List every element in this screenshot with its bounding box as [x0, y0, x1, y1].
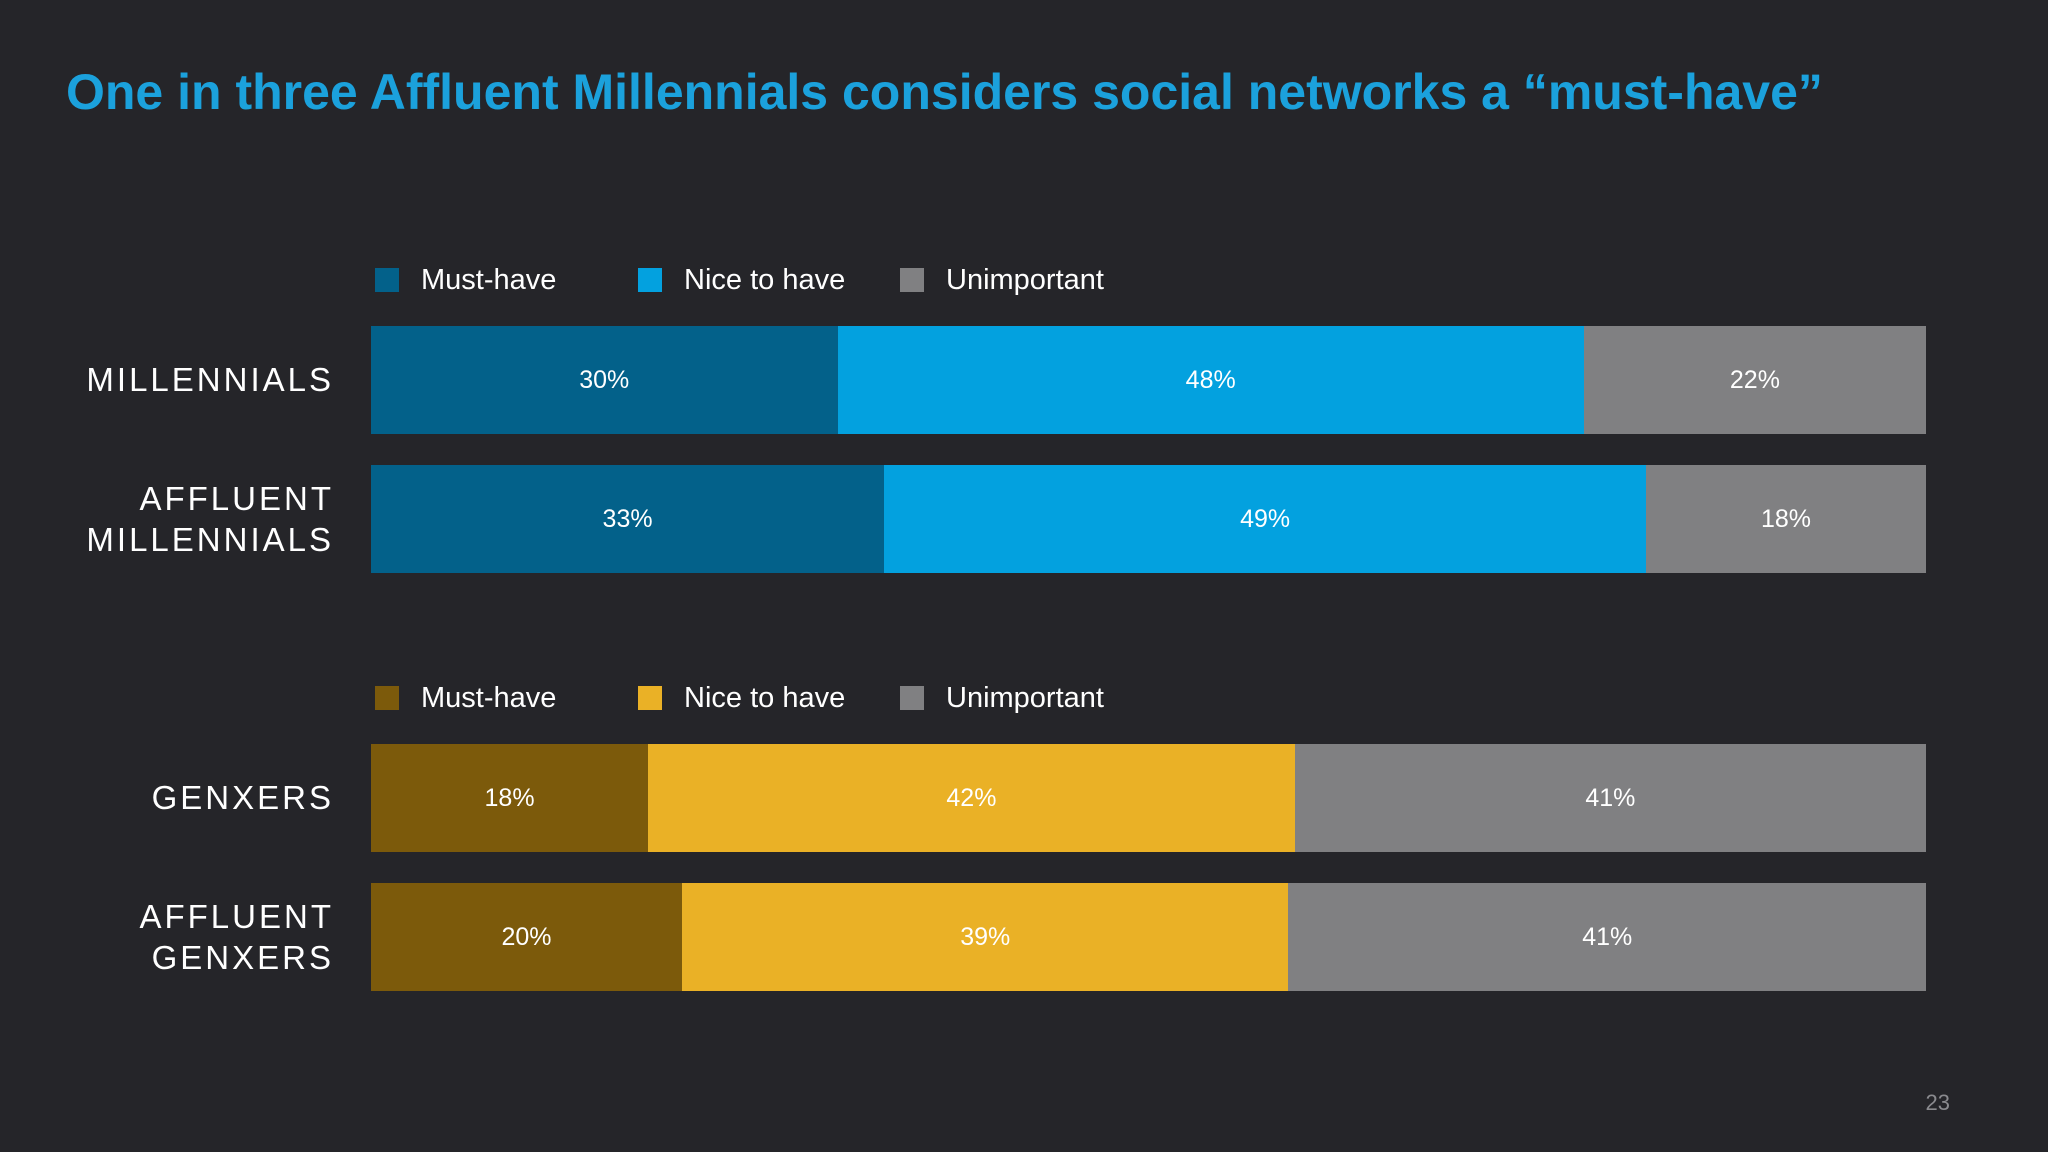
stacked-bar: 20% 39% 41%: [371, 883, 1926, 991]
legend-swatch: [638, 686, 662, 710]
stacked-bar: 33% 49% 18%: [371, 465, 1926, 573]
data-label: 48%: [1185, 366, 1236, 394]
data-label: 42%: [946, 784, 997, 812]
data-label: 30%: [579, 366, 630, 394]
legend-label: Nice to have: [684, 264, 846, 296]
legend-swatch: [900, 268, 924, 292]
category-label: MILLENNIALS: [86, 361, 334, 398]
category-label: AFFLUENT MILLENNIALS: [86, 480, 334, 558]
legend-label: Unimportant: [946, 682, 1104, 714]
bar-segment: 30%: [371, 326, 838, 434]
bar-segment: 42%: [648, 744, 1295, 852]
stacked-bar: 18% 42% 41%: [371, 744, 1926, 852]
millennials-chart: Must-have Nice to have Unimportant MILLENNI…: [0, 258, 2048, 588]
bar-segment: 41%: [1288, 883, 1926, 991]
bar-segment: 49%: [884, 465, 1647, 573]
data-label: 20%: [501, 923, 552, 951]
data-label: 39%: [960, 923, 1011, 951]
bar-segment: 33%: [371, 465, 885, 573]
data-label: 18%: [484, 784, 535, 812]
data-label: 18%: [1761, 505, 1812, 533]
data-label: 49%: [1240, 505, 1291, 533]
bar-segment: 22%: [1583, 326, 1926, 434]
data-label: 33%: [602, 505, 653, 533]
legend-swatch: [375, 268, 399, 292]
page-number: 23: [1925, 1090, 1950, 1115]
genxers-chart: Must-have Nice to have Unimportant GENXERS 1…: [0, 676, 2048, 1006]
legend-swatch: [638, 268, 662, 292]
data-label: 22%: [1729, 366, 1780, 394]
legend-label: Must-have: [421, 682, 557, 714]
legend-label: Must-have: [421, 264, 557, 296]
bar-segment: 18%: [1646, 465, 1926, 573]
stacked-bar: 30% 48% 22%: [371, 326, 1926, 434]
legend-swatch: [900, 686, 924, 710]
bar-segment: 41%: [1294, 744, 1926, 852]
category-label: GENXERS: [151, 779, 334, 816]
bar-segment: 39%: [682, 883, 1289, 991]
slide-title: One in three Affluent Millennials consid…: [66, 64, 1823, 120]
bar-segment: 18%: [371, 744, 649, 852]
category-label: AFFLUENT GENXERS: [139, 898, 334, 976]
bar-segment: 20%: [371, 883, 682, 991]
data-label: 41%: [1582, 923, 1633, 951]
bar-segment: 48%: [837, 326, 1584, 434]
legend-swatch: [375, 686, 399, 710]
legend-label: Nice to have: [684, 682, 846, 714]
legend-label: Unimportant: [946, 264, 1104, 296]
data-label: 41%: [1585, 784, 1636, 812]
